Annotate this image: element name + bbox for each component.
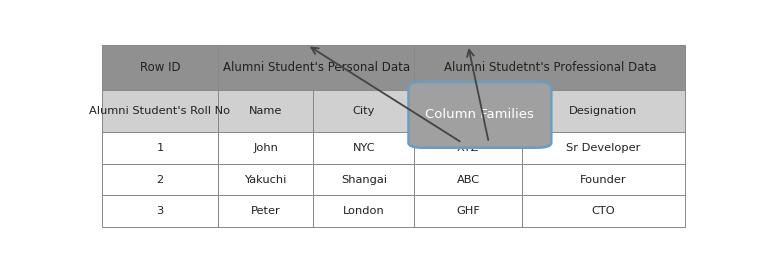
Text: Peter: Peter — [251, 206, 280, 216]
Text: Designation: Designation — [569, 106, 637, 117]
Text: 3: 3 — [157, 206, 164, 216]
Text: Sr Developer: Sr Developer — [566, 143, 641, 153]
Text: XYZ: XYZ — [457, 143, 479, 153]
Text: 1: 1 — [157, 143, 164, 153]
Bar — [415, 90, 521, 133]
Text: GHF: GHF — [456, 206, 480, 216]
Text: City: City — [353, 106, 375, 117]
Bar — [102, 195, 218, 227]
Bar — [415, 133, 521, 164]
Bar — [218, 164, 313, 195]
Bar — [521, 164, 685, 195]
Text: Alumni Studetnt's Professional Data: Alumni Studetnt's Professional Data — [444, 61, 656, 74]
Bar — [521, 195, 685, 227]
Bar — [102, 133, 218, 164]
Bar — [313, 90, 415, 133]
Bar — [521, 133, 685, 164]
Bar — [415, 164, 521, 195]
Bar — [218, 195, 313, 227]
Text: CTO: CTO — [591, 206, 615, 216]
Text: Alumni Student's Personal Data: Alumni Student's Personal Data — [223, 61, 410, 74]
Text: John: John — [253, 143, 278, 153]
Bar — [102, 45, 218, 90]
Bar — [415, 195, 521, 227]
Text: Column Families: Column Families — [425, 108, 535, 121]
Bar — [313, 195, 415, 227]
Bar — [313, 164, 415, 195]
Text: London: London — [343, 206, 385, 216]
Text: ABC: ABC — [456, 175, 479, 184]
Text: Current Company: Current Company — [418, 106, 518, 117]
Bar — [521, 90, 685, 133]
Text: Name: Name — [249, 106, 283, 117]
Bar — [102, 164, 218, 195]
Bar — [218, 45, 415, 90]
Text: Row ID: Row ID — [140, 61, 180, 74]
Text: Shangai: Shangai — [341, 175, 387, 184]
Bar — [415, 45, 685, 90]
Text: 2: 2 — [157, 175, 164, 184]
Bar — [218, 133, 313, 164]
Bar — [218, 90, 313, 133]
Text: Yakuchi: Yakuchi — [244, 175, 286, 184]
Bar — [313, 133, 415, 164]
Text: Alumni Student's Roll No: Alumni Student's Roll No — [89, 106, 230, 117]
FancyBboxPatch shape — [409, 82, 551, 148]
Bar — [102, 90, 218, 133]
Text: Founder: Founder — [580, 175, 627, 184]
Text: NYC: NYC — [353, 143, 375, 153]
